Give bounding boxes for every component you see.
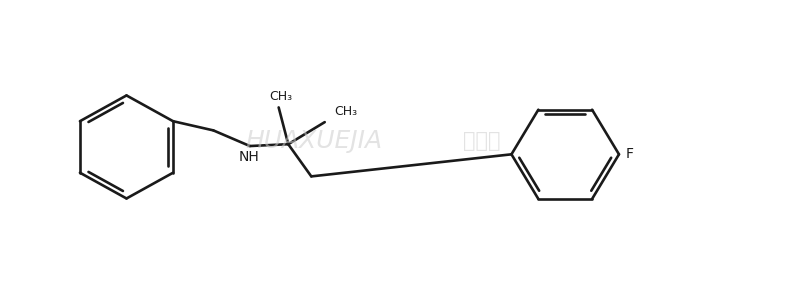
Text: HUAXUEJIA: HUAXUEJIA (246, 130, 382, 154)
Text: CH₃: CH₃ (334, 105, 357, 118)
Text: F: F (625, 147, 634, 161)
Text: NH: NH (238, 150, 259, 164)
Text: CH₃: CH₃ (269, 90, 292, 103)
Text: 化学加: 化学加 (463, 132, 501, 151)
